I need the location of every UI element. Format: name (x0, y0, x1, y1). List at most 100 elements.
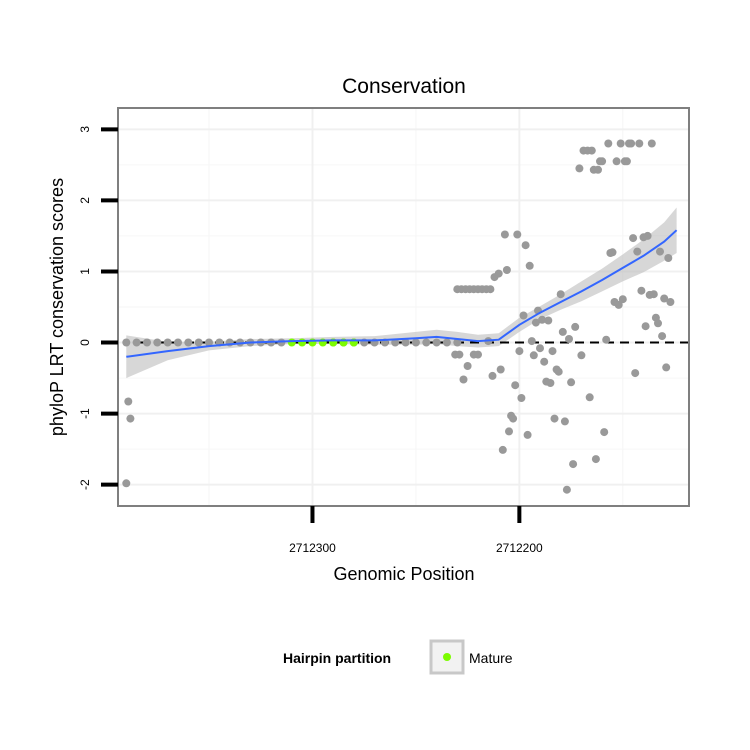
data-point (463, 362, 472, 370)
data-point (635, 139, 644, 148)
data-point (502, 266, 511, 274)
data-point (622, 157, 631, 166)
data-point (649, 290, 658, 299)
data-point (666, 298, 675, 306)
data-point (631, 369, 640, 378)
data-point (488, 371, 497, 380)
data-point (486, 285, 495, 294)
data-point (453, 338, 462, 347)
data-point (505, 427, 513, 436)
plot-border (117, 107, 690, 507)
data-point (515, 347, 524, 356)
x-tick-label: 2712300 (289, 541, 336, 555)
data-point (591, 455, 600, 464)
data-point (608, 248, 617, 257)
data-point (585, 393, 594, 402)
data-point (122, 479, 131, 488)
data-point (600, 428, 609, 437)
data-point (538, 315, 547, 324)
y-tick-label: 1 (78, 268, 92, 275)
data-point (174, 338, 182, 347)
data-point (455, 350, 464, 359)
data-point (598, 157, 607, 166)
data-point (647, 139, 656, 148)
legend-key-dot (443, 653, 451, 661)
data-point (527, 337, 536, 346)
data-point (511, 381, 520, 390)
points-layer (122, 139, 675, 494)
data-point (654, 319, 662, 328)
data-point (124, 397, 133, 406)
data-point (633, 247, 642, 256)
data-point (627, 139, 636, 148)
data-point (550, 414, 559, 423)
data-point (641, 322, 650, 331)
confidence-band-layer (126, 207, 677, 379)
data-point (126, 414, 135, 423)
data-point (554, 367, 563, 376)
data-point (474, 350, 482, 359)
data-point (565, 335, 573, 343)
y-tick-label: -1 (78, 408, 92, 419)
data-point (153, 338, 162, 347)
smooth-line-layer (126, 229, 678, 358)
chart-title: Conservation (342, 75, 466, 98)
data-point (531, 318, 540, 327)
data-point (519, 311, 528, 320)
data-point (525, 261, 534, 270)
confidence-band (126, 207, 677, 379)
data-point (602, 335, 611, 344)
data-point (536, 344, 544, 353)
data-point (616, 139, 625, 148)
data-point (664, 254, 673, 262)
data-point (498, 445, 507, 454)
data-point (556, 290, 565, 299)
data-point (184, 338, 193, 347)
x-axis-title: Genomic Position (333, 564, 474, 584)
data-point (391, 338, 400, 347)
data-point (411, 338, 420, 347)
y-axis: -2 -1 0 1 2 3 (78, 126, 118, 490)
y-tick-label: 3 (78, 126, 92, 133)
x-tick-label: 2712200 (496, 541, 543, 555)
data-point (521, 241, 530, 250)
data-point (614, 300, 623, 309)
mature-point (287, 338, 296, 347)
data-point (629, 234, 638, 243)
x-axis: 2712300 2712200 (289, 506, 543, 555)
data-point (422, 338, 431, 347)
data-point (658, 332, 667, 341)
grid-minor (118, 108, 689, 506)
data-point (509, 414, 518, 423)
data-point (567, 378, 576, 387)
y-tick-label: 0 (78, 339, 92, 346)
data-point (122, 338, 131, 347)
data-point (562, 485, 571, 494)
y-axis-title: phyloP LRT conservation scores (47, 178, 67, 436)
data-point (569, 460, 578, 469)
data-point (401, 338, 410, 347)
data-point (163, 338, 172, 347)
data-point (637, 286, 646, 295)
data-point (560, 417, 569, 426)
data-point (587, 146, 596, 155)
data-point (523, 430, 532, 439)
data-point (604, 139, 613, 148)
data-point (577, 351, 586, 360)
y-tick-label: -2 (78, 479, 92, 490)
data-point (205, 338, 213, 347)
data-point (540, 357, 549, 366)
data-point (656, 247, 664, 256)
data-point (612, 157, 621, 166)
data-point (529, 351, 538, 360)
data-point (594, 165, 602, 174)
data-point (500, 230, 509, 239)
data-point (571, 322, 580, 331)
data-point (544, 316, 553, 325)
legend-title: Hairpin partition (283, 650, 391, 666)
data-point (513, 230, 522, 239)
data-point (660, 294, 669, 303)
data-point (618, 295, 627, 304)
data-point (494, 269, 503, 278)
